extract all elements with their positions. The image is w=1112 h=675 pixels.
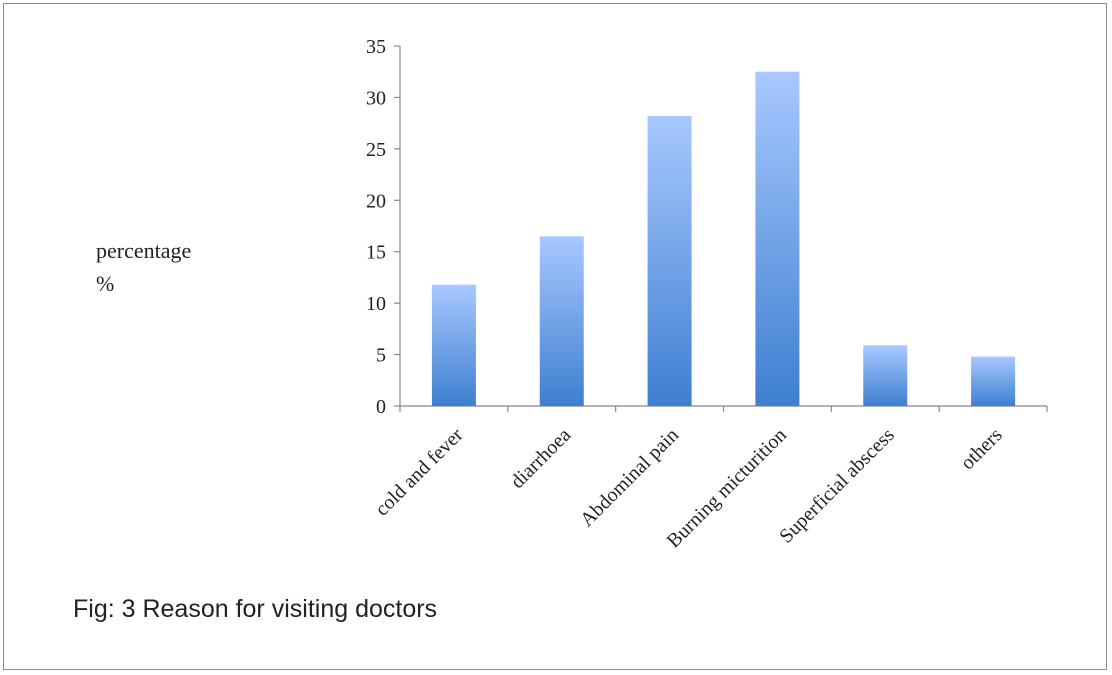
y-tick-label: 0 — [376, 396, 386, 418]
bar — [755, 71, 800, 406]
figure-caption: Fig: 3 Reason for visiting doctors — [73, 595, 437, 623]
y-axis-label-line1: percentage — [96, 238, 191, 263]
x-category-label: others — [956, 424, 1006, 474]
y-tick-label: 30 — [366, 87, 386, 109]
y-tick-label: 20 — [366, 190, 386, 212]
y-tick-label: 10 — [366, 293, 386, 315]
bar — [431, 284, 476, 406]
bar — [539, 236, 584, 406]
y-tick-label: 5 — [376, 345, 386, 367]
y-tick-label: 35 — [366, 36, 386, 58]
y-tick-label: 25 — [366, 139, 386, 161]
bar — [647, 115, 692, 406]
bar — [863, 345, 908, 406]
x-category-label: diarrhoea — [506, 424, 575, 493]
y-tick-label: 15 — [366, 242, 386, 264]
x-category-label: Burning micturition — [663, 424, 791, 552]
y-axis-label-line2: % — [96, 271, 114, 296]
x-category-label: Abdominal pain — [576, 424, 683, 531]
x-category-label: cold and fever — [371, 424, 468, 521]
x-category-label: Superficial abscess — [775, 424, 899, 548]
bar — [971, 356, 1016, 406]
